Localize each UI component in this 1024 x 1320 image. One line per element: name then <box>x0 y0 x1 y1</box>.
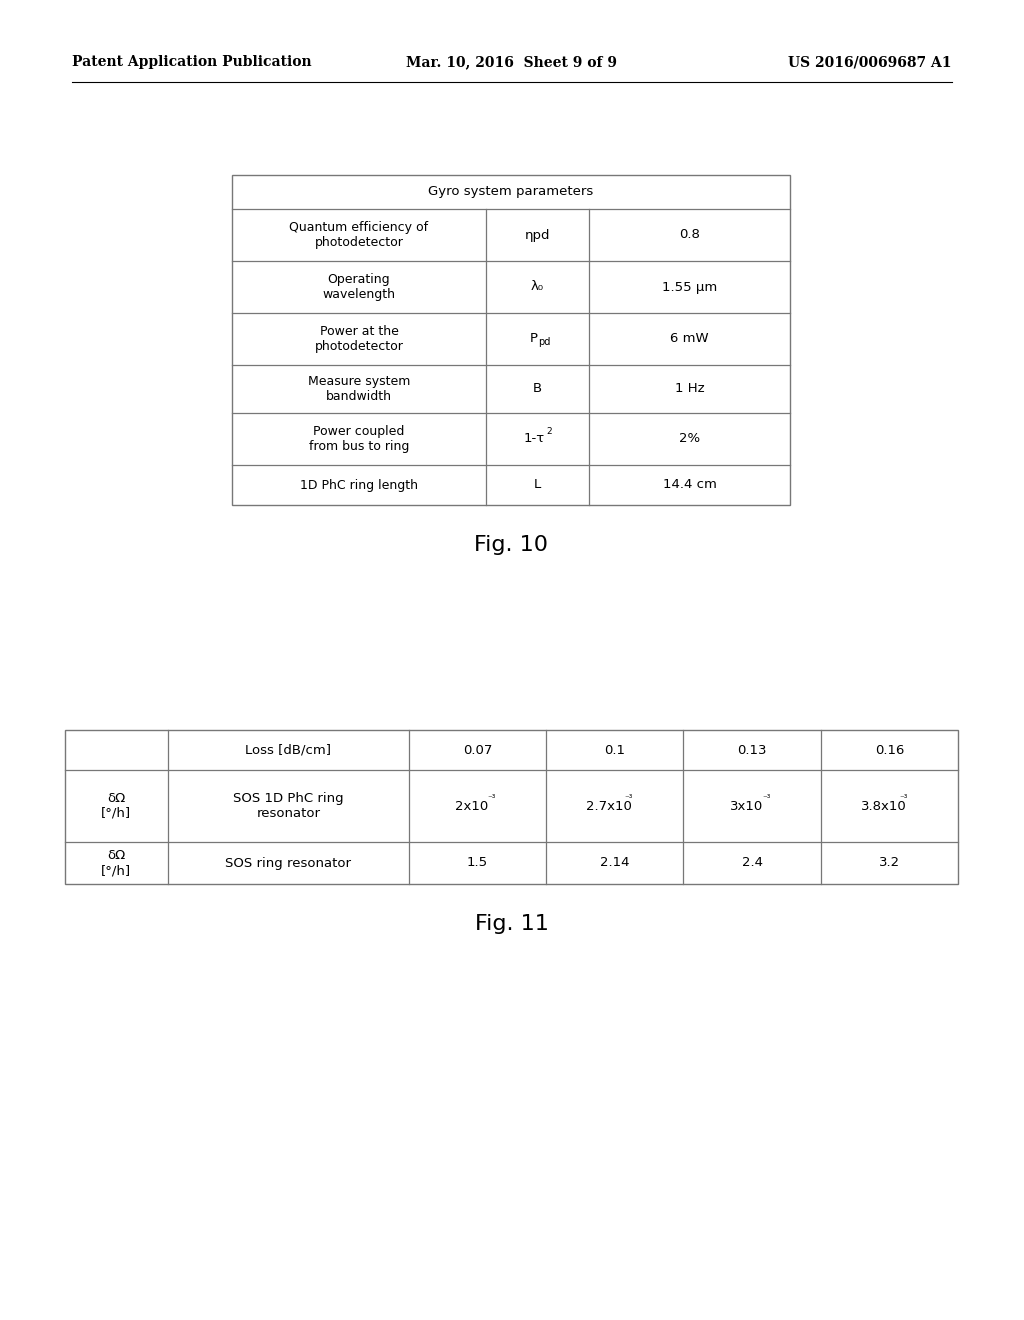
Text: Gyro system parameters: Gyro system parameters <box>428 186 594 198</box>
Text: 3x10: 3x10 <box>729 800 763 813</box>
Text: Loss [dB/cm]: Loss [dB/cm] <box>246 743 331 756</box>
Text: λ₀: λ₀ <box>530 281 544 293</box>
Text: 0.1: 0.1 <box>604 743 626 756</box>
Text: 14.4 cm: 14.4 cm <box>663 479 717 491</box>
Text: SOS ring resonator: SOS ring resonator <box>225 857 351 870</box>
Text: 0.07: 0.07 <box>463 743 493 756</box>
Text: 1 Hz: 1 Hz <box>675 383 705 396</box>
Text: Quantum efficiency of
photodetector: Quantum efficiency of photodetector <box>290 220 428 249</box>
Text: δΩ
[°/h]: δΩ [°/h] <box>101 792 131 820</box>
Text: P: P <box>529 333 538 346</box>
Text: 2: 2 <box>547 428 552 437</box>
Text: pd: pd <box>539 337 551 347</box>
Text: 0.8: 0.8 <box>679 228 700 242</box>
Text: 1.55 μm: 1.55 μm <box>662 281 717 293</box>
Text: Power at the
photodetector: Power at the photodetector <box>314 325 403 352</box>
Bar <box>65 730 958 884</box>
Text: 2.4: 2.4 <box>741 857 763 870</box>
Text: US 2016/0069687 A1: US 2016/0069687 A1 <box>788 55 952 69</box>
Text: 0.13: 0.13 <box>737 743 767 756</box>
Text: 1.5: 1.5 <box>467 857 488 870</box>
Text: ⁻³: ⁻³ <box>762 795 770 804</box>
Text: 3.8x10: 3.8x10 <box>860 800 906 813</box>
Text: ⁻³: ⁻³ <box>487 795 496 804</box>
Text: 6 mW: 6 mW <box>671 333 709 346</box>
Text: 0.16: 0.16 <box>874 743 904 756</box>
Text: Operating
wavelength: Operating wavelength <box>323 273 395 301</box>
Text: ηpd: ηpd <box>524 228 550 242</box>
Text: Fig. 11: Fig. 11 <box>474 913 549 935</box>
Text: 1-τ: 1-τ <box>524 433 545 446</box>
Text: δΩ
[°/h]: δΩ [°/h] <box>101 849 131 876</box>
Bar <box>232 176 790 506</box>
Text: Patent Application Publication: Patent Application Publication <box>72 55 311 69</box>
Text: ⁻³: ⁻³ <box>899 795 907 804</box>
Text: 1D PhC ring length: 1D PhC ring length <box>300 479 418 491</box>
Text: L: L <box>534 479 541 491</box>
Text: B: B <box>532 383 542 396</box>
Text: 2.7x10: 2.7x10 <box>586 800 632 813</box>
Text: ⁻³: ⁻³ <box>625 795 633 804</box>
Text: Fig. 10: Fig. 10 <box>474 535 548 554</box>
Text: 2%: 2% <box>679 433 700 446</box>
Text: Power coupled
from bus to ring: Power coupled from bus to ring <box>309 425 410 453</box>
Text: SOS 1D PhC ring
resonator: SOS 1D PhC ring resonator <box>232 792 344 820</box>
Text: 2x10: 2x10 <box>455 800 488 813</box>
Text: Mar. 10, 2016  Sheet 9 of 9: Mar. 10, 2016 Sheet 9 of 9 <box>407 55 617 69</box>
Text: 3.2: 3.2 <box>879 857 900 870</box>
Text: Measure system
bandwidth: Measure system bandwidth <box>308 375 411 403</box>
Text: 2.14: 2.14 <box>600 857 630 870</box>
